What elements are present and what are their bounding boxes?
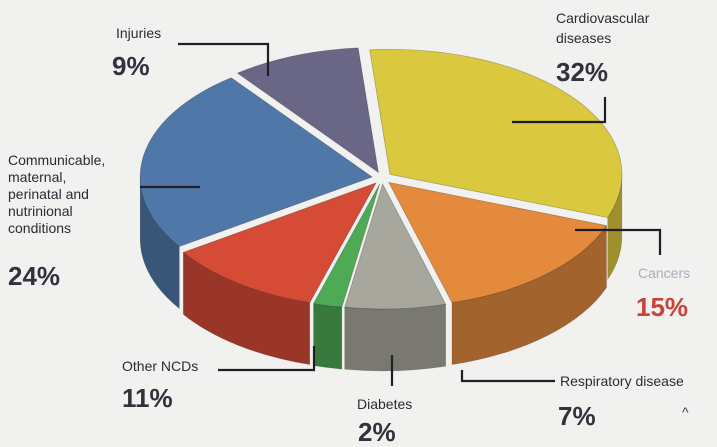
pct-respiratory: 7%: [558, 402, 596, 430]
label-diabetes: Diabetes: [357, 396, 412, 412]
label-cardiovascular-1: Cardiovascular: [556, 10, 649, 26]
leader-line-cancers: [575, 230, 660, 255]
pct-cardiovascular: 32%: [556, 58, 608, 86]
pct-injuries: 9%: [112, 52, 150, 80]
leader-line-respiratory: [462, 370, 555, 381]
label-respiratory: Respiratory disease: [560, 373, 684, 389]
leader-line-cardiovascular: [512, 97, 605, 122]
label-injuries: Injuries: [116, 25, 161, 41]
pct-cancers: 15%: [636, 293, 688, 321]
pct-other-ncds: 11%: [122, 384, 173, 412]
label-communicable-1: Communicable,: [8, 152, 105, 168]
label-communicable-2: maternal,: [8, 169, 66, 185]
label-cardiovascular-2: diseases: [556, 30, 611, 46]
pct-diabetes: 2%: [358, 418, 396, 446]
label-communicable-3: perinatal and: [8, 186, 89, 202]
pct-communicable: 24%: [8, 262, 60, 290]
leader-line-injuries: [178, 44, 268, 76]
label-other-ncds: Other NCDs: [122, 358, 198, 374]
leader-line-other-ncds: [218, 346, 314, 370]
label-communicable-4: nutrinional: [8, 203, 73, 219]
caret-mark: ^: [682, 404, 689, 420]
label-cancers: Cancers: [638, 265, 690, 281]
label-communicable-5: conditions: [8, 220, 71, 236]
